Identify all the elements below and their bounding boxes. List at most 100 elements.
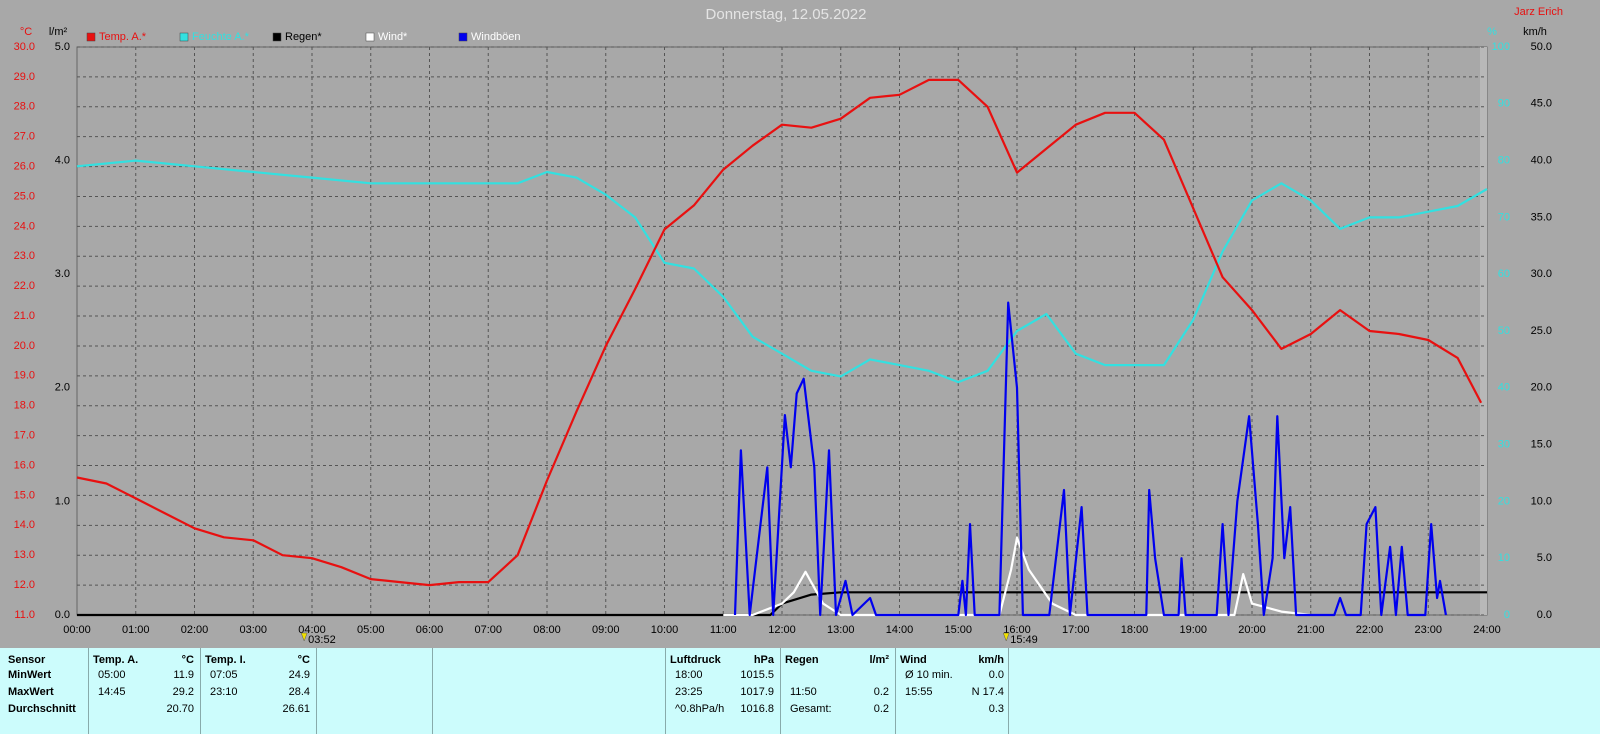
y4-tick-label: 35.0: [1531, 211, 1552, 223]
x-tick-label: 13:00: [827, 624, 855, 636]
x-tick-label: 20:00: [1238, 624, 1266, 636]
stats-cell: km/h: [978, 654, 1004, 666]
x-tick-label: 03:00: [239, 624, 267, 636]
stats-cell: Wind: [900, 654, 927, 666]
marker-icon: [1002, 632, 1010, 642]
marker-label: 15:49: [1010, 634, 1038, 646]
stats-cell: Gesamt:: [790, 703, 832, 715]
x-tick-label: 10:00: [651, 624, 679, 636]
y3-tick-label: 40: [1498, 382, 1510, 394]
stats-cell: 0.3: [988, 703, 1004, 715]
series-line: [77, 591, 1487, 617]
legend-swatch: [458, 32, 468, 42]
y4-tick-label: 40.0: [1531, 155, 1552, 167]
chart-title: Donnerstag, 12.05.2022: [706, 6, 867, 23]
y3-tick-label: 80: [1498, 155, 1510, 167]
stats-cell: 0.2: [873, 686, 889, 698]
stats-cell: 1015.5: [740, 669, 774, 681]
stats-cell: 07:05: [210, 669, 238, 681]
y2-tick-label: 2.0: [55, 382, 70, 394]
stats-cell: 0.2: [873, 703, 889, 715]
legend-label: Regen*: [285, 31, 322, 43]
stats-col: [200, 648, 316, 734]
stats-cell: 15:55: [905, 686, 933, 698]
x-tick-label: 17:00: [1062, 624, 1090, 636]
y-tick-label: 28.0: [14, 101, 35, 113]
stats-cell: 0.0: [988, 669, 1004, 681]
y2-tick-label: 1.0: [55, 495, 70, 507]
x-tick-label: 21:00: [1297, 624, 1325, 636]
y4-tick-label: 10.0: [1531, 495, 1552, 507]
y4-tick-label: 30.0: [1531, 268, 1552, 280]
stats-cell: 05:00: [98, 669, 126, 681]
stats-cell: 23:10: [210, 686, 238, 698]
y3-tick-label: 100: [1492, 41, 1510, 53]
y3-tick-label: 30: [1498, 439, 1510, 451]
stats-col: [316, 648, 432, 734]
y-tick-label: 26.0: [14, 160, 35, 172]
y-tick-label: 14.0: [14, 519, 35, 531]
y-tick-label: 21.0: [14, 310, 35, 322]
stats-cell: Ø 10 min.: [905, 669, 953, 681]
x-tick-label: 00:00: [63, 624, 91, 636]
y-tick-label: 29.0: [14, 71, 35, 83]
legend-label: Temp. A.*: [99, 31, 147, 43]
y4-tick-label: 45.0: [1531, 98, 1552, 110]
y4-tick-label: 5.0: [1537, 552, 1552, 564]
y4-unit: km/h: [1523, 26, 1547, 38]
stats-cell: Sensor: [8, 654, 46, 666]
y3-tick-label: 20: [1498, 495, 1510, 507]
marker-icon: [300, 632, 308, 642]
y-tick-label: 24.0: [14, 220, 35, 232]
stats-cell: 26.61: [282, 703, 310, 715]
y3-unit: %: [1487, 26, 1497, 38]
x-tick-label: 11:00: [710, 624, 737, 636]
x-tick-label: 16:00: [1003, 624, 1031, 636]
stats-cell: 11.9: [173, 669, 194, 681]
stats-cell: 14:45: [98, 686, 126, 698]
y4-tick-label: 0.0: [1537, 609, 1552, 621]
series-line: [723, 536, 1311, 617]
stats-cell: MinWert: [8, 669, 52, 681]
x-tick-label: 06:00: [416, 624, 444, 636]
stats-col: [432, 648, 665, 734]
stats-cell: l/m²: [869, 654, 889, 666]
stats-cell: ^0.8hPa/h: [675, 703, 725, 715]
x-tick-label: 07:00: [474, 624, 502, 636]
y3-tick-label: 60: [1498, 268, 1510, 280]
y-tick-label: 12.0: [14, 579, 35, 591]
x-tick-label: 02:00: [181, 624, 209, 636]
stats-cell: 1017.9: [740, 686, 774, 698]
y-tick-label: 11.0: [14, 609, 35, 621]
y3-tick-label: 70: [1498, 211, 1510, 223]
y-tick-label: 27.0: [14, 131, 35, 143]
y-tick-label: 23.0: [14, 250, 35, 262]
x-tick-label: 18:00: [1121, 624, 1149, 636]
x-tick-label: 22:00: [1356, 624, 1384, 636]
stats-cell: °C: [297, 654, 310, 666]
x-tick-label: 14:00: [886, 624, 914, 636]
marker-label: 03:52: [308, 634, 336, 646]
y-unit: °C: [20, 26, 32, 38]
legend-swatch: [179, 32, 189, 42]
stats-col: [665, 648, 780, 734]
credit: Jarz Erich: [1514, 6, 1563, 18]
y-tick-label: 16.0: [14, 459, 35, 471]
stats-col: [1008, 648, 1600, 734]
y4-tick-label: 15.0: [1531, 439, 1552, 451]
stats-cell: Durchschnitt: [8, 703, 76, 715]
legend-label: Windböen: [471, 31, 521, 43]
stats-col: [780, 648, 895, 734]
y2-tick-label: 5.0: [55, 41, 70, 53]
x-tick-label: 08:00: [533, 624, 561, 636]
stats-cell: 24.9: [288, 669, 310, 681]
y3-tick-label: 90: [1498, 98, 1510, 110]
stats-cell: hPa: [753, 654, 774, 666]
stats-cell: Temp. I.: [205, 654, 246, 666]
y4-tick-label: 20.0: [1531, 382, 1552, 394]
legend-label: Wind*: [378, 31, 408, 43]
stats-cell: 28.4: [288, 686, 310, 698]
x-tick-label: 01:00: [122, 624, 150, 636]
y-tick-label: 19.0: [14, 370, 35, 382]
